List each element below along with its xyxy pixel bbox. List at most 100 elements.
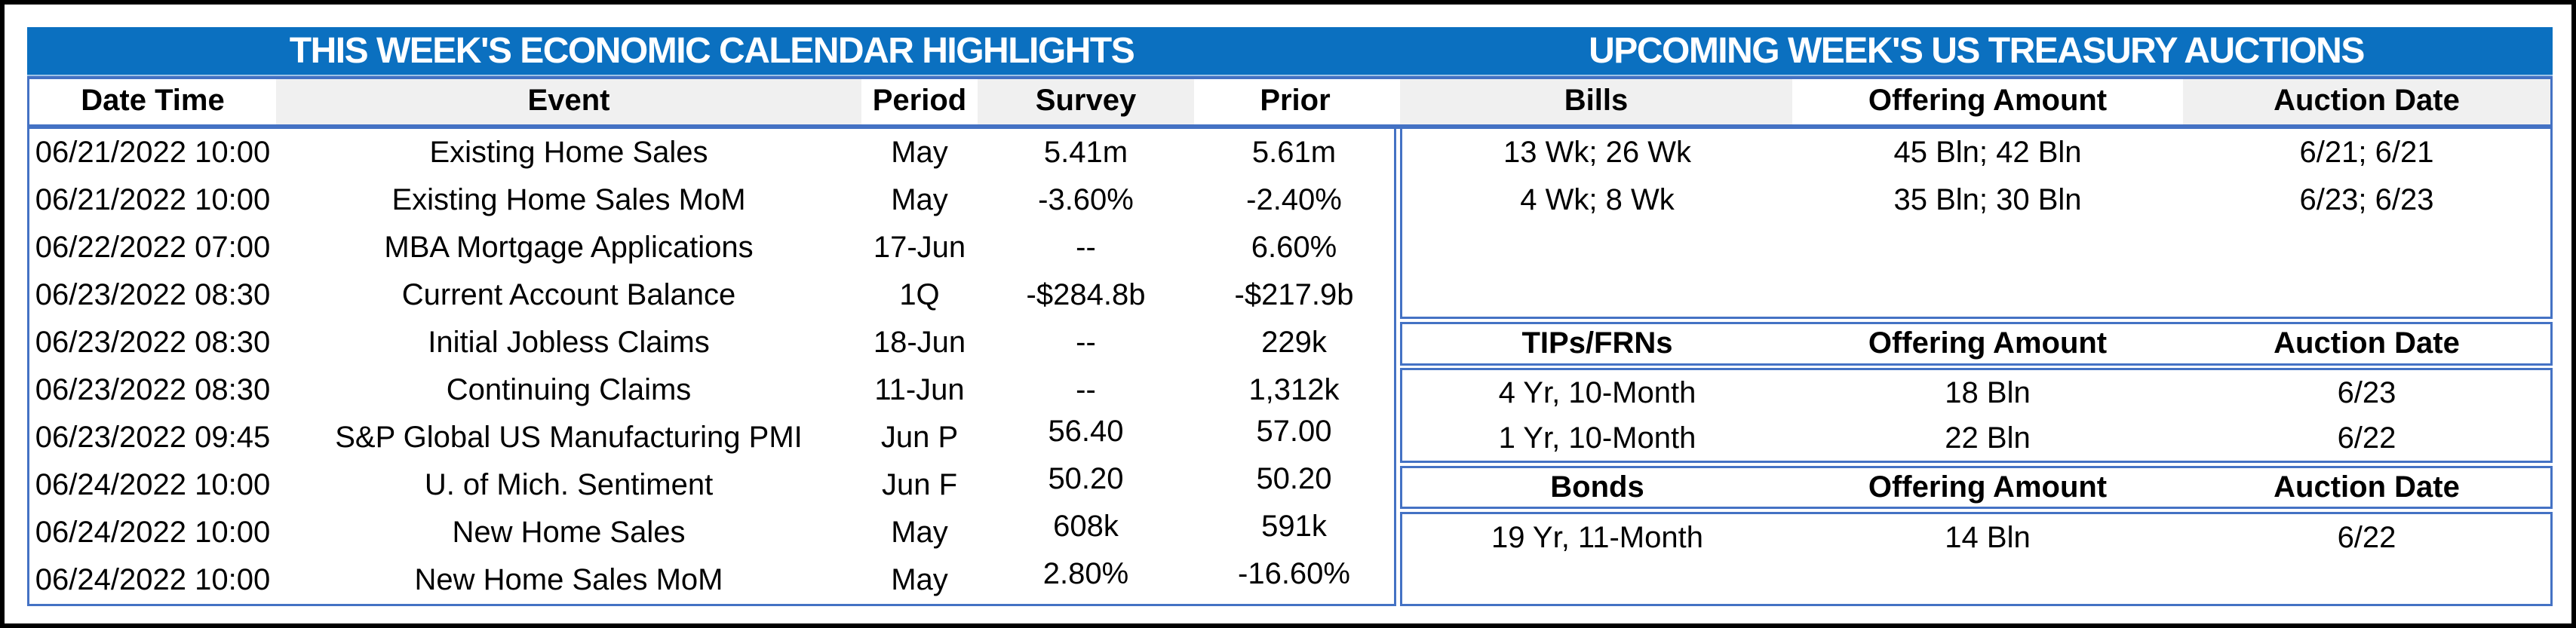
cell-period: May — [861, 509, 978, 556]
cell-date-time: 06/21/2022 10:00 — [29, 176, 276, 224]
header-cell-bills: Bills — [1400, 79, 1792, 124]
cell-survey: 56.40 — [978, 414, 1194, 461]
cell-event: S&P Global US Manufacturing PMI — [276, 414, 861, 461]
tips-frns-table: 4 Yr, 10-Month 18 Bln 6/23 1 Yr, 10-Mont… — [1400, 368, 2553, 463]
header-cell-bonds: Bonds — [1402, 468, 1792, 507]
cell-auction-date: 6/23 — [2183, 370, 2550, 415]
table-row: 19 Yr, 11-Month 14 Bln 6/22 — [1402, 514, 2550, 562]
header-cell-date-time: Date Time — [29, 79, 276, 124]
cell-survey: -- — [978, 366, 1194, 414]
cell-tips-term: 1 Yr, 10-Month — [1402, 415, 1792, 461]
cell-event: New Home Sales MoM — [276, 556, 861, 604]
cell-auction-date: 6/22 — [2183, 514, 2550, 562]
cell-prior: 6.60% — [1194, 224, 1394, 271]
section-header-row: Bonds Offering Amount Auction Date — [1402, 468, 2550, 507]
empty-row — [1402, 224, 2550, 317]
cell-auction-date: 6/23; 6/23 — [2183, 176, 2550, 224]
table-row: 06/21/2022 10:00 Existing Home Sales May… — [29, 129, 1394, 176]
cell-offering-amount: 14 Bln — [1792, 514, 2183, 562]
cell-survey: -- — [978, 319, 1194, 366]
cell-bill-term: 4 Wk; 8 Wk — [1402, 176, 1792, 224]
header-cell-auction-date: Auction Date — [2183, 79, 2550, 124]
column-header-row: Date Time Event Period Survey Prior Bill… — [27, 76, 2553, 129]
cell-period: 1Q — [861, 271, 978, 319]
cell-event: MBA Mortgage Applications — [276, 224, 861, 271]
cell-prior: 5.61m — [1194, 129, 1394, 176]
cell-prior: 229k — [1194, 319, 1394, 366]
cell-period: 11-Jun — [861, 366, 978, 414]
cell-offering-amount: 35 Bln; 30 Bln — [1792, 176, 2183, 224]
cell-event: Existing Home Sales MoM — [276, 176, 861, 224]
section-header-row: TIPs/FRNs Offering Amount Auction Date — [1402, 324, 2550, 363]
table-row: 06/24/2022 10:00 New Home Sales MoM May … — [29, 556, 1394, 604]
cell-survey: 2.80% — [978, 556, 1194, 604]
cell-period: May — [861, 556, 978, 604]
cell-offering-amount: 18 Bln — [1792, 370, 2183, 415]
cell-prior: 591k — [1194, 509, 1394, 556]
cell-offering-amount: 22 Bln — [1792, 415, 2183, 461]
empty-row — [1402, 562, 2550, 604]
table-row: 06/23/2022 08:30 Current Account Balance… — [29, 271, 1394, 319]
cell-date-time: 06/24/2022 10:00 — [29, 556, 276, 604]
cell-period: Jun P — [861, 414, 978, 461]
header-cell-tips-frns: TIPs/FRNs — [1402, 324, 1792, 363]
table-row: 06/23/2022 08:30 Continuing Claims 11-Ju… — [29, 366, 1394, 414]
table-row: 06/23/2022 09:45 S&P Global US Manufactu… — [29, 414, 1394, 461]
table-row: 4 Yr, 10-Month 18 Bln 6/23 — [1402, 370, 2550, 415]
cell-event: New Home Sales — [276, 509, 861, 556]
cell-date-time: 06/21/2022 10:00 — [29, 129, 276, 176]
table-row: 06/21/2022 10:00 Existing Home Sales MoM… — [29, 176, 1394, 224]
tips-frns-header: TIPs/FRNs Offering Amount Auction Date — [1400, 322, 2553, 366]
cell-date-time: 06/23/2022 08:30 — [29, 319, 276, 366]
header-cell-event: Event — [276, 79, 861, 124]
header-gap — [1396, 79, 1400, 124]
cell-period: 17-Jun — [861, 224, 978, 271]
table-row: 13 Wk; 26 Wk 45 Bln; 42 Bln 6/21; 6/21 — [1402, 129, 2550, 176]
cell-prior: 57.00 — [1194, 414, 1394, 461]
header-cell-offering-amount: Offering Amount — [1792, 79, 2183, 124]
cell-date-time: 06/24/2022 10:00 — [29, 461, 276, 509]
cell-survey: -$284.8b — [978, 271, 1194, 319]
cell-bill-term: 13 Wk; 26 Wk — [1402, 129, 1792, 176]
cell-event: Continuing Claims — [276, 366, 861, 414]
title-bar: THIS WEEK'S ECONOMIC CALENDAR HIGHLIGHTS… — [27, 27, 2553, 76]
cell-survey: 5.41m — [978, 129, 1194, 176]
bonds-table: 19 Yr, 11-Month 14 Bln 6/22 — [1400, 512, 2553, 606]
cell-prior: -16.60% — [1194, 556, 1394, 604]
cell-prior: 50.20 — [1194, 461, 1394, 509]
economic-calendar-title: THIS WEEK'S ECONOMIC CALENDAR HIGHLIGHTS — [289, 31, 1135, 71]
bills-table: 13 Wk; 26 Wk 45 Bln; 42 Bln 6/21; 6/21 4… — [1400, 129, 2553, 319]
cell-survey: -- — [978, 224, 1194, 271]
cell-event: Current Account Balance — [276, 271, 861, 319]
cell-event: U. of Mich. Sentiment — [276, 461, 861, 509]
header-cell-offering-amount: Offering Amount — [1792, 468, 2183, 507]
header-cell-period: Period — [861, 79, 978, 124]
cell-period: Jun F — [861, 461, 978, 509]
cell-prior: -$217.9b — [1194, 271, 1394, 319]
header-cell-auction-date: Auction Date — [2183, 468, 2550, 507]
cell-auction-date: 6/22 — [2183, 415, 2550, 461]
cell-period: May — [861, 176, 978, 224]
cell-date-time: 06/23/2022 08:30 — [29, 271, 276, 319]
header-cell-prior: Prior — [1194, 79, 1396, 124]
cell-tips-term: 4 Yr, 10-Month — [1402, 370, 1792, 415]
table-row: 4 Wk; 8 Wk 35 Bln; 30 Bln 6/23; 6/23 — [1402, 176, 2550, 224]
cell-survey: 50.20 — [978, 461, 1194, 509]
cell-prior: 1,312k — [1194, 366, 1394, 414]
economic-calendar-table: 06/21/2022 10:00 Existing Home Sales May… — [27, 129, 1396, 606]
cell-event: Existing Home Sales — [276, 129, 861, 176]
cell-event: Initial Jobless Claims — [276, 319, 861, 366]
cell-period: 18-Jun — [861, 319, 978, 366]
cell-date-time: 06/22/2022 07:00 — [29, 224, 276, 271]
cell-survey: 608k — [978, 509, 1194, 556]
header-cell-auction-date: Auction Date — [2183, 324, 2550, 363]
table-row: 06/22/2022 07:00 MBA Mortgage Applicatio… — [29, 224, 1394, 271]
header-cell-offering-amount: Offering Amount — [1792, 324, 2183, 363]
table-row: 06/23/2022 08:30 Initial Jobless Claims … — [29, 319, 1394, 366]
table-row: 06/24/2022 10:00 U. of Mich. Sentiment J… — [29, 461, 1394, 509]
cell-auction-date: 6/21; 6/21 — [2183, 129, 2550, 176]
cell-bond-term: 19 Yr, 11-Month — [1402, 514, 1792, 562]
cell-survey: -3.60% — [978, 176, 1194, 224]
table-row: 1 Yr, 10-Month 22 Bln 6/22 — [1402, 415, 2550, 461]
